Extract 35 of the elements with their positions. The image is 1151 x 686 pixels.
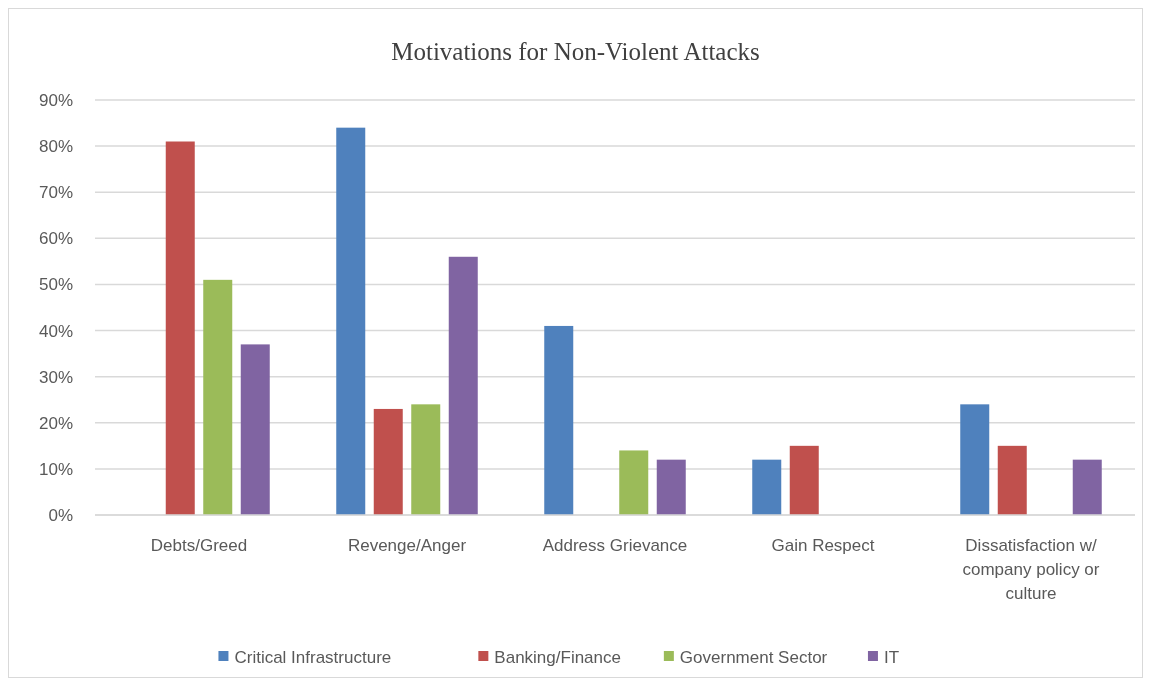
y-tick-label: 60% (38, 229, 73, 249)
x-tick-label: Gain Respect (771, 536, 875, 555)
chart-title: Motivations for Non-Violent Attacks (391, 38, 760, 65)
y-tick-label: 20% (38, 413, 73, 433)
bar (619, 450, 649, 515)
y-tick-label: 50% (38, 275, 73, 295)
y-tick-label: 70% (38, 183, 73, 203)
y-tick-label: 0% (48, 505, 73, 525)
x-tick-label: Debts/Greed (150, 536, 248, 555)
y-tick-label: 40% (38, 321, 73, 341)
legend-label: Critical Infrastructure (234, 647, 392, 667)
y-tick-label: 80% (38, 137, 73, 157)
bar (411, 404, 441, 515)
bar (165, 141, 195, 515)
x-tick-label: Revenge/Anger (347, 536, 467, 555)
x-tick-label: Dissatisfaction w/ company policy or culture (962, 536, 1100, 603)
bar (544, 325, 574, 515)
legend-label: Government Sector (679, 647, 828, 667)
bar (997, 445, 1027, 515)
bar (1072, 459, 1102, 515)
bar (240, 344, 270, 515)
bar (203, 279, 233, 515)
y-tick-label: 10% (38, 459, 73, 479)
bar (656, 459, 686, 515)
y-tick-label: 90% (38, 90, 73, 110)
bar (448, 256, 478, 515)
y-tick-label: 30% (38, 367, 73, 387)
x-tick-label: Address Grievance (542, 536, 688, 555)
bar (373, 408, 403, 515)
legend-label: Banking/Finance (494, 647, 621, 667)
bar (336, 127, 366, 515)
bar (789, 445, 819, 515)
bar (960, 404, 990, 515)
legend-label: IT (883, 647, 900, 667)
bar (752, 459, 782, 515)
